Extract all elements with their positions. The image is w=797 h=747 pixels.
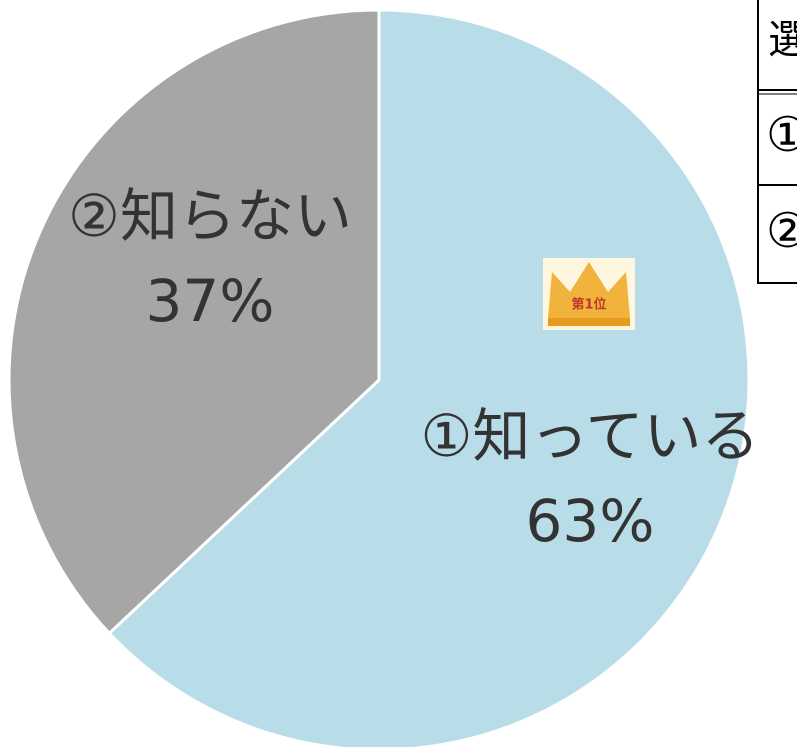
badge-text: 第1位 [571,297,606,313]
slice-label: ①知っている [420,402,759,470]
crown-base [548,318,630,326]
slice-label: ②知らない [68,182,352,250]
table-header: 選 [768,17,797,63]
data-table: 選 ① ② [757,0,797,284]
slice-value-label: 63% [526,487,655,555]
crown-icon: 第1位 [543,258,635,330]
pie-slice [7,8,381,636]
slices [7,8,751,747]
crown [548,262,630,318]
slice-value-label: 37% [146,267,275,335]
table-cell: ① [766,107,797,163]
table-border [757,0,797,284]
table-cell: ② [766,203,797,259]
pie-slice [107,8,751,747]
